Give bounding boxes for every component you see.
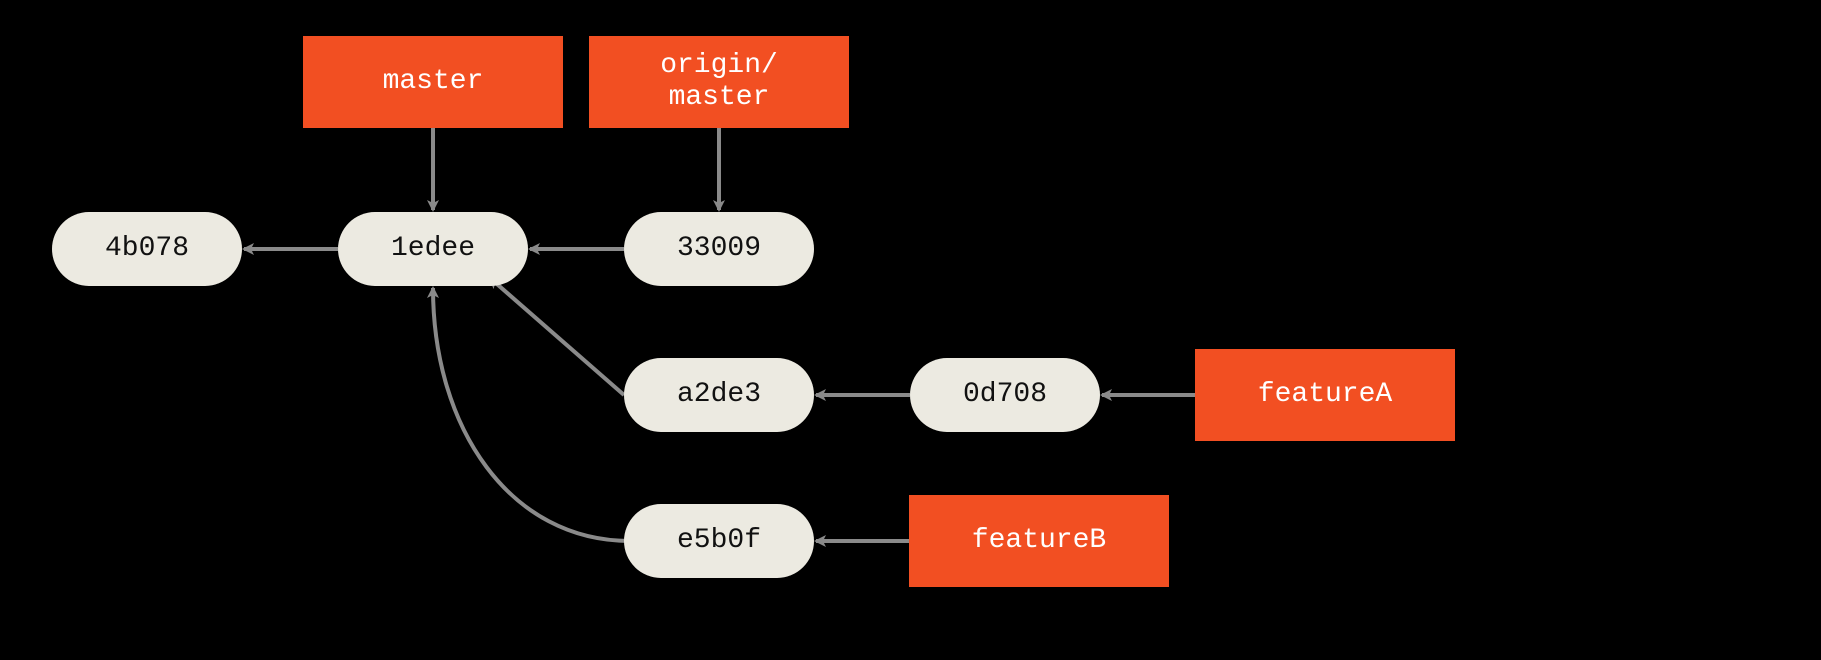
commit-node-0d708: 0d708 <box>910 358 1100 432</box>
node-label: a2de3 <box>677 379 761 411</box>
node-label: 4b078 <box>105 233 189 265</box>
node-label: 33009 <box>677 233 761 265</box>
node-label: featureA <box>1258 379 1392 411</box>
commit-node-1edee: 1edee <box>338 212 528 286</box>
node-label: master <box>383 66 484 98</box>
commit-node-e5b0f: e5b0f <box>624 504 814 578</box>
branch-node-featureb: featureB <box>909 495 1169 587</box>
edge <box>490 278 624 395</box>
edge <box>433 288 630 541</box>
node-label: featureB <box>972 525 1106 557</box>
git-graph-diagram: 4b078 1edee 33009 a2de3 0d708 e5b0f master orig… <box>0 0 1821 660</box>
commit-node-4b078: 4b078 <box>52 212 242 286</box>
node-label: e5b0f <box>677 525 761 557</box>
node-label: origin/ master <box>660 50 778 114</box>
node-label: 1edee <box>391 233 475 265</box>
commit-node-a2de3: a2de3 <box>624 358 814 432</box>
branch-node-origin-master: origin/ master <box>589 36 849 128</box>
branch-node-master: master <box>303 36 563 128</box>
commit-node-33009: 33009 <box>624 212 814 286</box>
branch-node-featurea: featureA <box>1195 349 1455 441</box>
node-label: 0d708 <box>963 379 1047 411</box>
